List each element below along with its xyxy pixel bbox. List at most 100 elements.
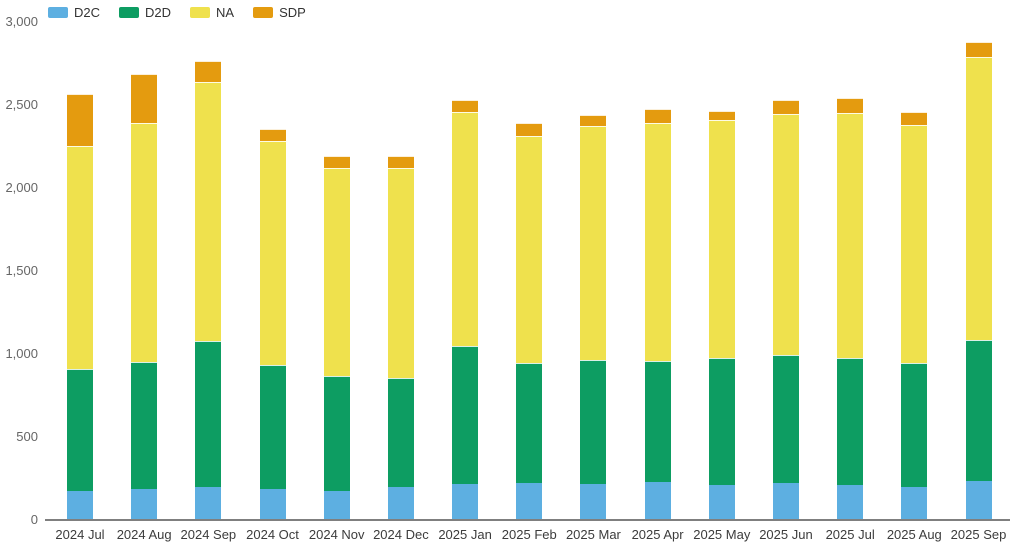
bar-segment-d2c[interactable]	[452, 484, 479, 519]
legend-swatch-d2d	[119, 7, 140, 18]
bar-2024-sep	[195, 60, 222, 519]
x-axis-tick-label: 2025 May	[693, 527, 751, 542]
legend-item-d2c[interactable]: D2C	[48, 3, 100, 22]
bar-segment-d2c[interactable]	[708, 484, 735, 519]
bar-segment-sdp[interactable]	[323, 156, 350, 168]
bar-segment-sdp[interactable]	[965, 41, 992, 57]
x-axis-tick-label: 2025 Jan	[438, 527, 492, 542]
bar-segment-na[interactable]	[837, 113, 864, 358]
x-axis-tick-label: 2025 Feb	[501, 527, 557, 542]
bar-segment-d2c[interactable]	[259, 489, 286, 519]
bar-segment-sdp[interactable]	[67, 94, 93, 146]
bar-segment-d2d[interactable]	[67, 368, 93, 491]
bar-segment-sdp[interactable]	[387, 156, 414, 168]
legend-item-sdp[interactable]: SDP	[253, 3, 306, 22]
y-axis-tick-label: 0	[30, 512, 38, 527]
bar-segment-sdp[interactable]	[580, 114, 607, 127]
bar-segment-d2d[interactable]	[901, 362, 928, 488]
x-axis-tick-label: 2025 Apr	[631, 527, 684, 542]
bar-segment-d2c[interactable]	[131, 489, 158, 519]
bar-segment-d2c[interactable]	[387, 487, 414, 519]
bar-segment-na[interactable]	[259, 140, 286, 365]
bar-segment-sdp[interactable]	[516, 123, 543, 136]
bar-segment-na[interactable]	[965, 56, 992, 340]
bar-segment-d2c[interactable]	[965, 480, 992, 519]
bar-segment-sdp[interactable]	[259, 128, 286, 141]
bar-2025-aug	[901, 111, 928, 519]
bar-segment-d2c[interactable]	[580, 484, 607, 519]
bar-segment-d2d[interactable]	[580, 360, 607, 485]
bar-2025-apr	[644, 109, 671, 519]
bar-segment-na[interactable]	[323, 167, 350, 377]
bar-2025-mar	[580, 114, 607, 519]
bar-segment-d2c[interactable]	[837, 484, 864, 519]
bar-segment-na[interactable]	[580, 126, 607, 361]
bar-segment-d2d[interactable]	[259, 364, 286, 490]
bar-2025-sep	[965, 41, 992, 519]
bar-segment-d2c[interactable]	[772, 483, 799, 519]
x-axis-tick-label: 2025 Jul	[825, 527, 875, 542]
bar-segment-d2d[interactable]	[965, 339, 992, 481]
bar-segment-na[interactable]	[387, 167, 414, 378]
y-axis-tick-label: 1,500	[5, 263, 38, 278]
bar-segment-d2d[interactable]	[708, 358, 735, 485]
bar-segment-d2c[interactable]	[195, 487, 222, 519]
bar-segment-d2d[interactable]	[772, 354, 799, 484]
bar-segment-d2c[interactable]	[67, 490, 93, 519]
legend-item-d2d[interactable]: D2D	[119, 3, 171, 22]
legend-label: D2D	[145, 5, 172, 20]
bar-segment-na[interactable]	[772, 113, 799, 355]
bar-2025-jun	[772, 99, 799, 519]
bar-segment-sdp[interactable]	[772, 99, 799, 114]
bar-2024-dec	[387, 156, 414, 519]
bar-segment-na[interactable]	[516, 135, 543, 363]
bar-2024-aug	[131, 74, 158, 519]
bar-segment-d2c[interactable]	[323, 490, 350, 519]
bar-segment-d2d[interactable]	[131, 362, 158, 490]
bar-segment-d2d[interactable]	[387, 377, 414, 488]
bar-segment-d2c[interactable]	[901, 487, 928, 519]
bar-2024-nov	[323, 156, 350, 519]
bar-segment-sdp[interactable]	[452, 99, 479, 112]
legend-item-na[interactable]: NA	[190, 3, 234, 22]
bar-segment-na[interactable]	[901, 124, 928, 363]
bar-segment-sdp[interactable]	[131, 74, 158, 124]
y-axis-tick-label: 2,000	[5, 180, 38, 195]
chart-legend: D2C D2D NA SDP	[48, 3, 325, 22]
y-axis-tick-label: 1,000	[5, 346, 38, 361]
bar-segment-na[interactable]	[131, 123, 158, 363]
bar-2024-jul	[67, 94, 93, 519]
bar-segment-sdp[interactable]	[644, 109, 671, 124]
bar-segment-sdp[interactable]	[195, 60, 222, 82]
bar-segment-na[interactable]	[644, 123, 671, 362]
bar-segment-d2d[interactable]	[323, 376, 350, 491]
bar-segment-d2d[interactable]	[452, 346, 479, 485]
bar-segment-na[interactable]	[67, 145, 93, 369]
legend-swatch-d2c	[48, 7, 68, 18]
bar-segment-d2d[interactable]	[195, 341, 222, 488]
y-axis-tick-label: 3,000	[5, 14, 38, 29]
bar-segment-na[interactable]	[452, 111, 479, 347]
bar-segment-d2d[interactable]	[837, 358, 864, 485]
y-axis-tick-label: 500	[16, 429, 38, 444]
x-axis-tick-label: 2025 Mar	[565, 527, 621, 542]
x-axis-tick-label: 2025 Jun	[759, 527, 813, 542]
bar-segment-d2d[interactable]	[516, 362, 543, 484]
x-axis-tick-label: 2024 Jul	[55, 527, 105, 542]
legend-label: SDP	[279, 5, 306, 20]
bar-segment-d2d[interactable]	[644, 361, 671, 482]
bar-segment-na[interactable]	[708, 119, 735, 358]
bar-segment-sdp[interactable]	[837, 98, 864, 114]
x-axis-tick-label: 2024 Dec	[373, 527, 429, 542]
x-axis-tick-label: 2025 Aug	[886, 527, 942, 542]
y-axis-tick-label: 2,500	[5, 97, 38, 112]
bar-segment-sdp[interactable]	[901, 111, 928, 125]
bar-2025-may	[708, 110, 735, 519]
legend-swatch-na	[190, 7, 211, 18]
bar-segment-d2c[interactable]	[644, 481, 671, 519]
legend-label: NA	[216, 5, 235, 20]
bar-segment-na[interactable]	[195, 81, 222, 342]
legend-label: D2C	[74, 5, 101, 20]
bar-segment-d2c[interactable]	[516, 483, 543, 519]
bar-segment-sdp[interactable]	[708, 110, 735, 120]
